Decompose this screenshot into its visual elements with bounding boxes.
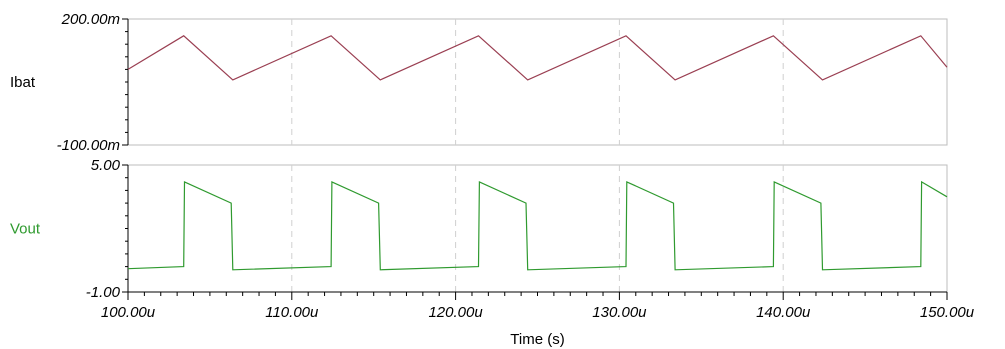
waveform-line <box>127 180 948 271</box>
x-tick-label: 150.00u <box>920 304 975 321</box>
panel-frame <box>127 164 948 293</box>
y-tick-label: 200.00m <box>61 11 120 28</box>
signal-label: Ibat <box>10 74 36 91</box>
x-tick-label: 120.00u <box>428 304 483 321</box>
x-tick-label: 110.00u <box>265 304 319 321</box>
y-tick-label: -1.00 <box>86 284 121 301</box>
signal-label: Vout <box>10 221 41 238</box>
y-tick-label: -100.00m <box>57 137 120 154</box>
x-tick-label: 100.00u <box>101 304 156 321</box>
x-axis-title: Time (s) <box>510 331 564 348</box>
y-tick-label: 5.00 <box>91 157 121 174</box>
x-tick-label: 140.00u <box>756 304 811 321</box>
waveform-line <box>127 35 948 81</box>
x-tick-label: 130.00u <box>592 304 647 321</box>
panel-frame <box>127 18 948 146</box>
